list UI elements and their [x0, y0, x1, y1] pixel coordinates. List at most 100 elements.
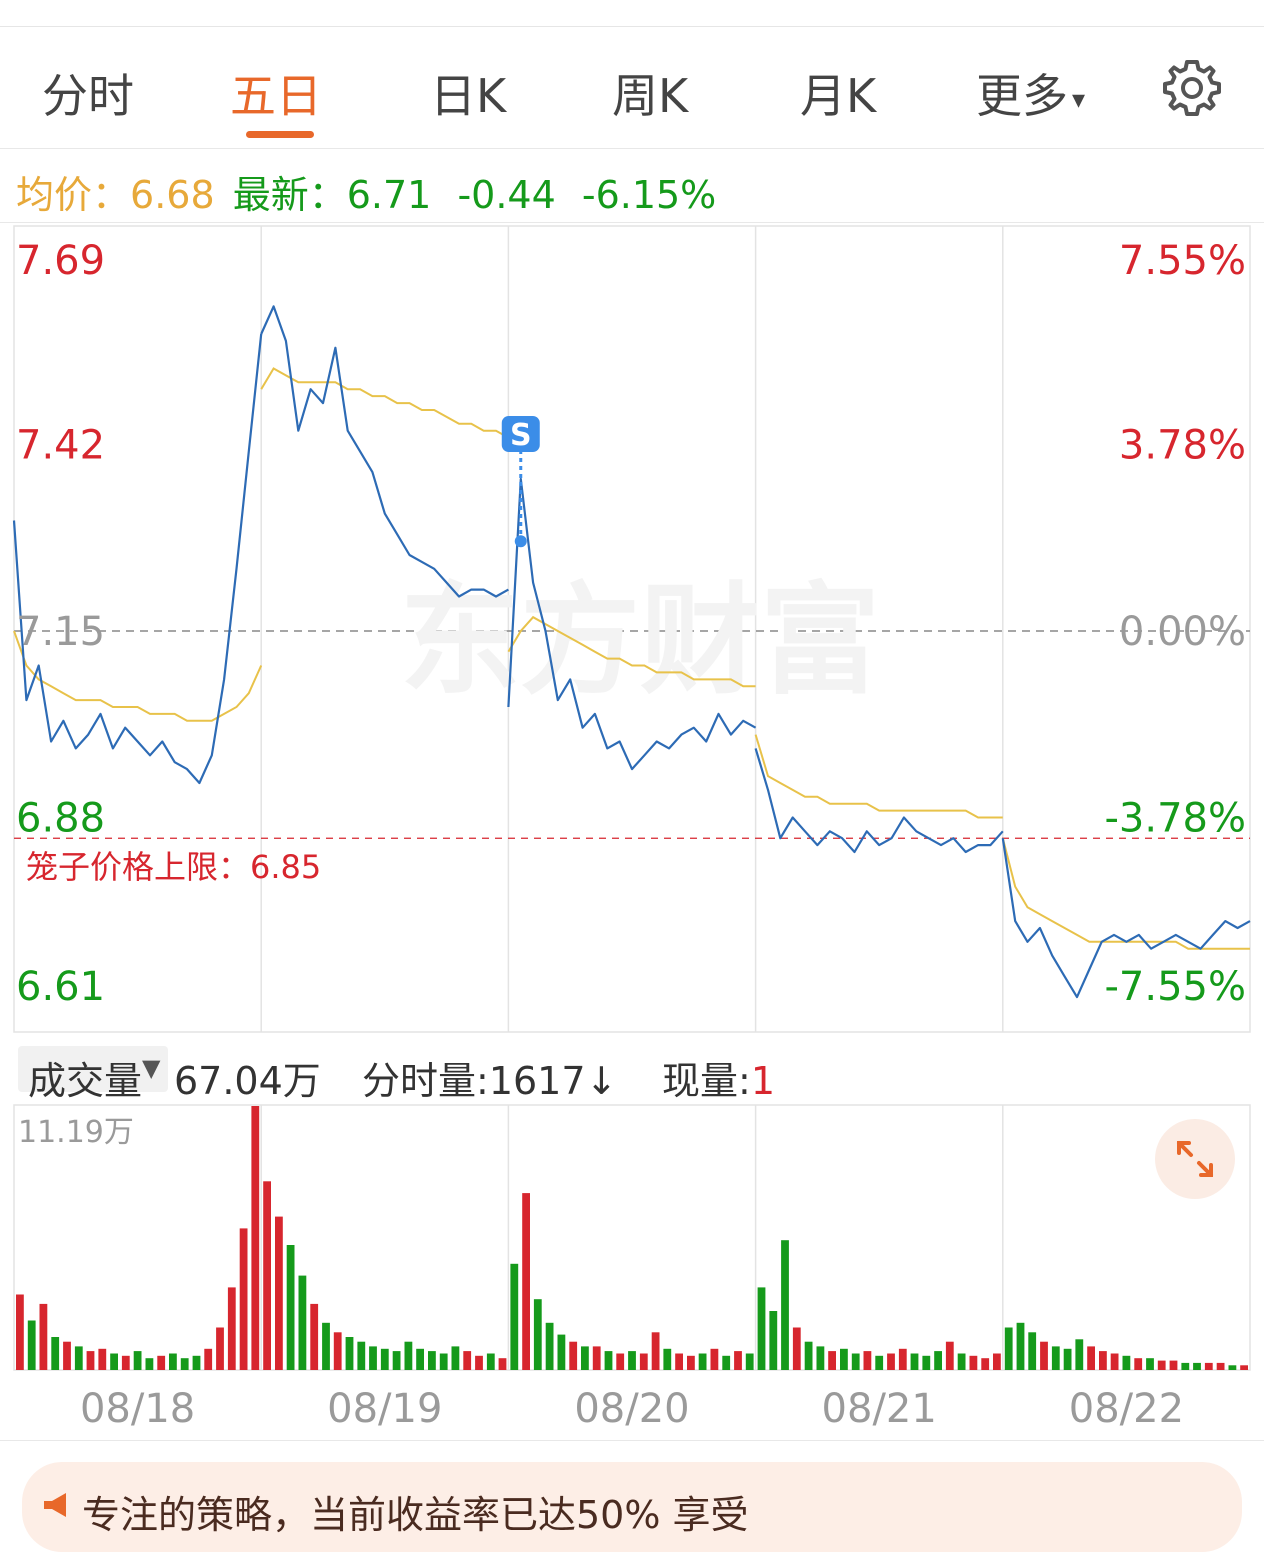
volume-bar [298, 1275, 307, 1370]
tab-weekly-k[interactable]: 周K [612, 69, 689, 123]
volume-bar [616, 1353, 625, 1370]
volume-chart[interactable]: 11.19万 [0, 1104, 1264, 1372]
x-tick-label: 08/19 [327, 1386, 442, 1432]
volume-bar [451, 1346, 460, 1370]
y-tick-price: 7.15 [16, 609, 105, 655]
volume-bar [945, 1341, 954, 1370]
volume-bar [698, 1353, 707, 1370]
volume-bar [1075, 1339, 1084, 1370]
volume-bar [1004, 1327, 1013, 1370]
avg-price-line [13, 630, 263, 722]
caret-down-icon: ▼ [142, 1054, 161, 1082]
volume-bar [569, 1341, 578, 1370]
volume-bar [981, 1358, 990, 1370]
volume-bar [133, 1351, 142, 1370]
volume-bar [239, 1228, 248, 1370]
promo-banner[interactable]: 专注的策略，当前收益率已达50% 享受 [22, 1462, 1242, 1552]
minute-volume-label: 分时量: [362, 1059, 489, 1103]
volume-bar [1040, 1341, 1048, 1370]
volume-bar [286, 1245, 295, 1370]
volume-bar [169, 1353, 177, 1370]
volume-bar [392, 1351, 401, 1370]
volume-bar [840, 1348, 848, 1370]
tab-daily-k[interactable]: 日K [430, 69, 507, 123]
volume-bar [1051, 1346, 1060, 1370]
volume-bar [745, 1353, 754, 1370]
volume-bar [216, 1327, 224, 1370]
tab-five-day[interactable]: 五日 [230, 69, 322, 123]
volume-bar [263, 1181, 271, 1370]
tabs-divider [0, 148, 1264, 149]
volume-bar [345, 1337, 354, 1370]
gear-icon[interactable] [1160, 56, 1224, 120]
volume-bar [651, 1332, 660, 1370]
volume-bar [875, 1355, 884, 1370]
volume-dropdown[interactable]: 成交量 ▼ [18, 1046, 168, 1103]
volume-bar [816, 1346, 825, 1370]
volume-bar [404, 1341, 413, 1370]
volume-bar [769, 1311, 778, 1370]
volume-bar [934, 1351, 942, 1370]
volume-bar [1099, 1351, 1107, 1370]
avg-price-label: 均价： [16, 173, 131, 217]
signal-letter: S [510, 418, 532, 453]
volume-bar [804, 1341, 813, 1370]
avg-price-line [260, 367, 509, 439]
down-arrow-icon: ↓ [585, 1059, 618, 1103]
watermark: 东方财富 [400, 572, 880, 711]
last-price-label: 最新： [232, 173, 347, 217]
volume-bar [157, 1355, 166, 1370]
volume-bar [439, 1353, 448, 1370]
volume-bar [1204, 1362, 1213, 1370]
price-line [260, 305, 509, 598]
s-signal-icon[interactable] [501, 416, 540, 452]
volume-bar [498, 1358, 507, 1370]
volume-bar [675, 1353, 683, 1370]
tab-monthly-k[interactable]: 月K [800, 69, 877, 123]
signal-dot [514, 535, 527, 548]
x-tick-label: 08/18 [80, 1386, 195, 1432]
volume-bar [533, 1299, 542, 1370]
volume-bar [98, 1348, 107, 1370]
volume-bar [357, 1341, 366, 1370]
volume-bar [275, 1216, 283, 1370]
volume-bar [110, 1353, 118, 1370]
volume-bar [1240, 1365, 1248, 1370]
y-tick-price: 6.88 [16, 796, 105, 842]
price-chart[interactable]: 东方财富 7.69 7.55% 7.42 3.78% 7.15 0.00% 6.88 -3.7… [0, 222, 1264, 1034]
volume-bar [380, 1348, 389, 1370]
volume-bar [792, 1327, 801, 1370]
price-change: -0.44 [457, 173, 556, 217]
volume-bar [428, 1351, 436, 1370]
top-divider [0, 26, 1264, 27]
volume-bar [322, 1322, 330, 1370]
expand-button[interactable] [1155, 1119, 1235, 1199]
volume-bar [1157, 1360, 1166, 1370]
volume-bar [557, 1334, 566, 1370]
minute-volume: 分时量:1617↓ [362, 1050, 617, 1105]
volume-bar [522, 1193, 530, 1370]
volume-bar [628, 1351, 636, 1370]
avg-price-line [754, 734, 1003, 819]
minute-volume-value: 1617 [488, 1059, 586, 1103]
tab-intraday[interactable]: 分时 [42, 69, 134, 123]
banner-text: 专注的策略，当前收益率已达50% 享受 [82, 1493, 749, 1537]
volume-bar [1169, 1360, 1178, 1370]
expand-arrows-icon [1177, 1141, 1213, 1177]
volume-bar [369, 1346, 377, 1370]
volume-bar [86, 1351, 95, 1370]
volume-bar [1216, 1362, 1225, 1370]
volume-info-bar: 成交量 ▼ 67.04万 分时量:1617↓ 现量:1 [16, 1046, 1256, 1103]
volume-bar [851, 1353, 860, 1370]
price-line [507, 477, 757, 771]
tab-more[interactable]: 更多 ▾ [976, 60, 1085, 126]
volume-chart-frame [13, 1104, 1251, 1371]
volume-bar [604, 1351, 613, 1370]
x-tick-label: 08/22 [1069, 1386, 1184, 1432]
volume-bar [1134, 1358, 1143, 1370]
volume-bar [16, 1294, 24, 1370]
volume-total: 67.04万 [174, 1059, 321, 1103]
caret-down-icon: ▾ [1072, 84, 1086, 115]
volume-bar [1122, 1355, 1131, 1370]
volume-bar [1087, 1346, 1095, 1370]
